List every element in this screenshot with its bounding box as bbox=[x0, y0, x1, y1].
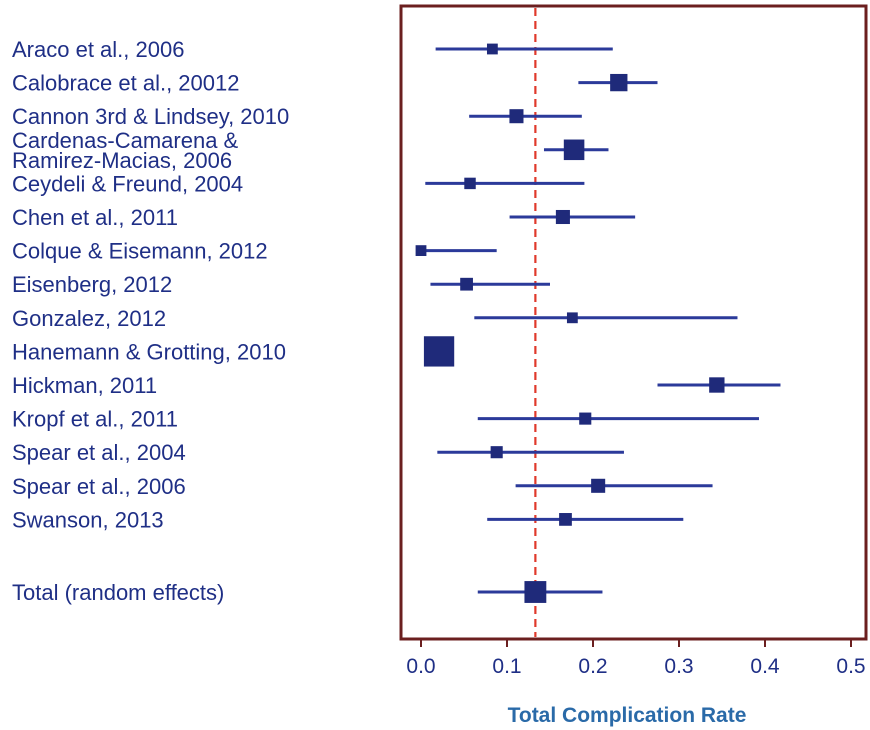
estimate-marker bbox=[415, 245, 427, 256]
study-label: Chen et al., 2011 bbox=[12, 205, 178, 230]
total-label: Total (random effects) bbox=[12, 580, 224, 605]
study-label: Ramirez-Macias, 2006 bbox=[12, 148, 232, 173]
study-label: Hanemann & Grotting, 2010 bbox=[12, 339, 286, 364]
study-markers bbox=[415, 43, 781, 603]
study-label: Cannon 3rd & Lindsey, 2010 bbox=[12, 104, 289, 129]
study-label: Colque & Eisemann, 2012 bbox=[12, 239, 268, 264]
study-label: Gonzalez, 2012 bbox=[12, 306, 166, 331]
x-tick-label: 0.1 bbox=[492, 655, 521, 678]
study-label: Hickman, 2011 bbox=[12, 373, 157, 398]
x-tick-label: 0.2 bbox=[578, 655, 607, 678]
estimate-marker bbox=[509, 109, 524, 124]
x-tick-label: 0.3 bbox=[664, 655, 693, 678]
estimate-marker bbox=[423, 336, 455, 367]
study-label: Ceydeli & Freund, 2004 bbox=[12, 171, 243, 196]
estimate-marker bbox=[555, 209, 570, 225]
estimate-marker bbox=[709, 377, 725, 393]
plot-frame bbox=[399, 4, 868, 641]
x-tick-label: 0.5 bbox=[836, 655, 865, 678]
study-label: Araco et al., 2006 bbox=[12, 37, 184, 62]
study-label: Spear et al., 2004 bbox=[12, 440, 186, 465]
estimate-marker bbox=[464, 177, 476, 190]
study-label: Swanson, 2013 bbox=[12, 507, 164, 532]
study-labels: Araco et al., 2006 Calobrace et al., 2001… bbox=[12, 37, 289, 605]
x-axis-title: Total Complication Rate bbox=[508, 704, 747, 727]
estimate-marker bbox=[591, 478, 606, 493]
estimate-marker bbox=[490, 446, 503, 459]
x-tick-label: 0.4 bbox=[750, 655, 780, 678]
x-axis: 0.0 0.1 0.2 0.3 0.4 0.5 bbox=[406, 639, 866, 678]
estimate-marker bbox=[486, 43, 498, 55]
plot-area bbox=[399, 4, 868, 641]
study-label: Cardenas-Camarena & bbox=[12, 128, 239, 153]
total-estimate-marker bbox=[524, 581, 547, 603]
study-label: Spear et al., 2006 bbox=[12, 474, 186, 499]
study-label: Kropf et al., 2011 bbox=[12, 407, 178, 432]
estimate-marker bbox=[610, 73, 628, 92]
estimate-marker bbox=[460, 277, 473, 291]
study-label: Calobrace et al., 20012 bbox=[12, 71, 240, 96]
estimate-marker bbox=[566, 312, 578, 324]
x-tick-label: 0.0 bbox=[406, 655, 435, 678]
estimate-marker bbox=[559, 513, 572, 526]
estimate-marker bbox=[579, 412, 592, 425]
estimate-marker bbox=[563, 139, 585, 161]
study-label: Eisenberg, 2012 bbox=[12, 272, 172, 297]
